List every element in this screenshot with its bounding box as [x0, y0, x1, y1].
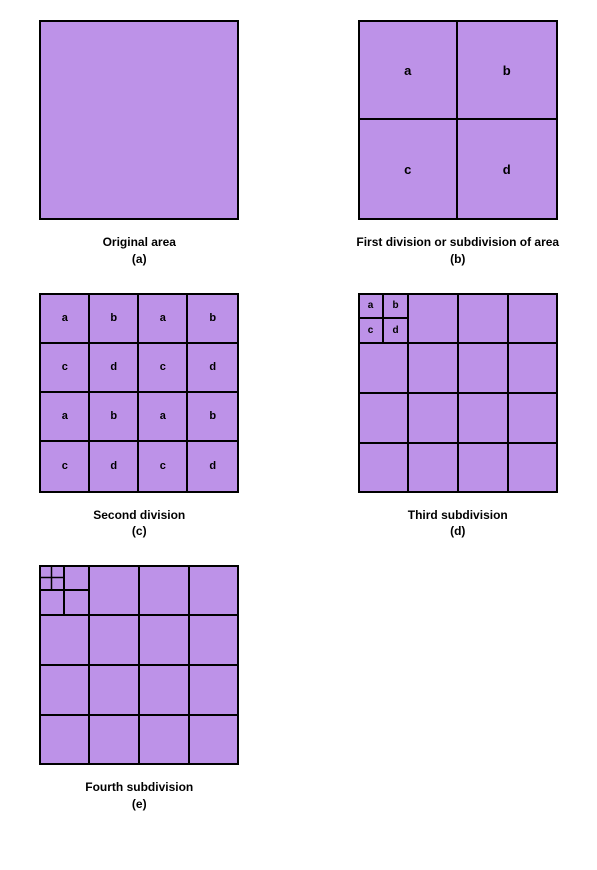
cell-c-13: d	[90, 442, 139, 491]
square-first-division: a b c d	[358, 20, 558, 220]
square-second-division: a b a b c d c d a b a b c d c d	[39, 293, 239, 493]
cell-b: b	[458, 22, 556, 120]
svg-text:c: c	[367, 325, 373, 336]
cell-c-10: a	[139, 393, 188, 442]
caption-a-line1: Original area	[103, 235, 176, 249]
grid-4x4-labeled: a b a b c d c d a b a b c d c d	[41, 295, 237, 491]
cell-c-14: c	[139, 442, 188, 491]
cell-c-0: a	[41, 295, 90, 344]
panel-b: a b c d First division or subdivision of…	[339, 20, 578, 268]
caption-e: Fourth subdivision (e)	[85, 779, 193, 813]
square-third-subdivision: a b c d	[358, 293, 558, 493]
panel-c: a b a b c d c d a b a b c d c d Second d…	[20, 293, 259, 541]
caption-d-line1: Third subdivision	[408, 508, 508, 522]
caption-b-line1: First division or subdivision of area	[356, 235, 559, 249]
cell-c-3: b	[188, 295, 237, 344]
caption-e-line2: (e)	[132, 797, 147, 811]
cell-c: c	[360, 120, 458, 218]
svg-third-subdivision: a b c d	[358, 293, 558, 493]
cell-c-1: b	[90, 295, 139, 344]
cell-c-15: d	[188, 442, 237, 491]
caption-c-line2: (c)	[132, 524, 147, 538]
caption-e-line1: Fourth subdivision	[85, 780, 193, 794]
panel-a: Original area (a)	[20, 20, 259, 268]
caption-a: Original area (a)	[103, 234, 176, 268]
cell-c-7: d	[188, 344, 237, 393]
cell-c-5: d	[90, 344, 139, 393]
caption-d: Third subdivision (d)	[408, 507, 508, 541]
caption-b-line2: (b)	[450, 252, 465, 266]
diagram-grid: Original area (a) a b c d First division…	[20, 20, 577, 813]
cell-c-11: b	[188, 393, 237, 442]
square-original	[39, 20, 239, 220]
cell-c-12: c	[41, 442, 90, 491]
square-fourth-subdivision	[39, 565, 239, 765]
grid-2x2: a b c d	[360, 22, 556, 218]
caption-d-line2: (d)	[450, 524, 465, 538]
cell-a: a	[360, 22, 458, 120]
svg-fourth-subdivision	[39, 565, 239, 765]
caption-c: Second division (c)	[93, 507, 185, 541]
cell-c-8: a	[41, 393, 90, 442]
cell-c-2: a	[139, 295, 188, 344]
cell-c-6: c	[139, 344, 188, 393]
caption-b: First division or subdivision of area (b…	[356, 234, 559, 268]
panel-d: a b c d Third subdivision (d)	[339, 293, 578, 541]
svg-text:b: b	[392, 300, 398, 311]
cell-c-9: b	[90, 393, 139, 442]
svg-text:d: d	[392, 325, 398, 336]
caption-c-line1: Second division	[93, 508, 185, 522]
panel-e: Fourth subdivision (e)	[20, 565, 259, 813]
svg-text:a: a	[367, 300, 373, 311]
cell-d: d	[458, 120, 556, 218]
caption-a-line2: (a)	[132, 252, 147, 266]
cell-c-4: c	[41, 344, 90, 393]
